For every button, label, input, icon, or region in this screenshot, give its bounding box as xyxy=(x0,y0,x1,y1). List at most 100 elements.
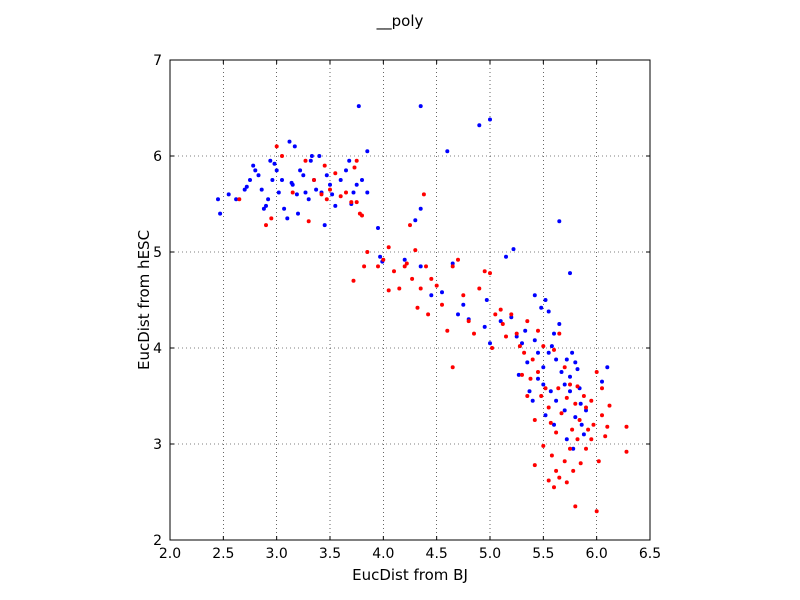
data-point xyxy=(523,328,528,333)
data-point xyxy=(514,334,519,339)
data-point xyxy=(562,382,567,387)
data-point xyxy=(559,411,564,416)
data-point xyxy=(493,312,498,317)
data-point xyxy=(605,424,610,429)
data-point xyxy=(571,468,576,473)
data-point xyxy=(402,257,407,262)
data-point xyxy=(413,218,418,223)
data-point xyxy=(410,276,415,281)
data-point xyxy=(344,168,348,173)
data-point xyxy=(605,365,610,370)
point-series-1 xyxy=(237,144,629,514)
x-tick-label: 5.5 xyxy=(532,546,554,562)
data-point xyxy=(557,219,562,224)
data-point xyxy=(527,389,532,394)
data-point xyxy=(242,187,247,192)
data-point xyxy=(440,290,444,295)
data-point xyxy=(268,158,273,163)
data-point xyxy=(282,206,287,211)
data-point xyxy=(584,446,588,451)
data-point xyxy=(324,197,329,202)
data-point xyxy=(536,370,540,374)
data-point xyxy=(322,163,327,168)
data-point xyxy=(562,365,567,370)
data-point xyxy=(584,405,588,410)
data-point xyxy=(541,382,546,387)
data-point xyxy=(509,315,514,320)
data-point xyxy=(461,302,466,307)
grid-lines xyxy=(170,60,650,540)
data-point xyxy=(543,298,548,302)
data-point xyxy=(306,219,311,224)
data-point xyxy=(285,216,290,221)
x-tick-label: 6.0 xyxy=(586,546,608,562)
data-point xyxy=(504,334,508,339)
data-points xyxy=(216,104,629,514)
x-tick-label: 3.0 xyxy=(266,546,288,562)
data-point xyxy=(244,184,249,189)
data-point xyxy=(543,386,548,391)
data-point xyxy=(276,190,281,195)
data-point xyxy=(264,203,268,208)
data-point xyxy=(362,264,367,269)
data-point xyxy=(541,344,546,349)
data-point xyxy=(520,372,524,377)
data-point xyxy=(573,415,578,420)
data-point xyxy=(248,178,252,182)
data-point xyxy=(287,139,292,144)
data-point xyxy=(607,403,612,408)
data-point xyxy=(564,437,569,442)
data-point xyxy=(477,123,482,128)
data-point xyxy=(552,485,556,490)
data-point xyxy=(556,386,561,391)
data-point xyxy=(525,394,530,398)
data-point xyxy=(557,322,562,326)
data-point xyxy=(517,344,522,349)
data-point xyxy=(624,449,629,454)
x-tick-label: 5.0 xyxy=(479,546,501,562)
data-point xyxy=(270,178,275,182)
data-point xyxy=(280,154,284,158)
data-point xyxy=(344,190,348,195)
data-point xyxy=(600,413,604,418)
data-point xyxy=(445,149,450,154)
data-point xyxy=(472,331,476,336)
data-point xyxy=(568,389,572,394)
data-point xyxy=(562,459,567,464)
data-point xyxy=(573,504,578,509)
data-point xyxy=(312,178,316,182)
data-point xyxy=(402,264,407,269)
data-point xyxy=(490,346,495,350)
data-point xyxy=(360,213,364,218)
data-point xyxy=(568,446,572,451)
data-point xyxy=(539,305,544,310)
data-point xyxy=(554,468,559,473)
data-point xyxy=(546,350,551,355)
data-point xyxy=(259,187,264,192)
data-point xyxy=(456,257,460,262)
data-point xyxy=(600,379,604,384)
data-point xyxy=(354,200,359,205)
data-point xyxy=(421,192,426,197)
data-point xyxy=(536,350,540,355)
data-point xyxy=(266,197,271,202)
data-point xyxy=(234,197,239,202)
data-point xyxy=(308,158,313,163)
data-point xyxy=(528,376,533,381)
x-tick-label: 2.0 xyxy=(159,546,181,562)
data-point xyxy=(532,418,537,422)
data-point xyxy=(530,398,535,403)
data-point xyxy=(408,223,412,228)
data-point xyxy=(378,254,383,259)
data-point xyxy=(589,437,594,442)
data-point xyxy=(292,144,297,149)
plot-frame xyxy=(169,59,651,541)
data-point xyxy=(539,394,544,398)
data-point xyxy=(594,509,599,514)
data-point xyxy=(525,319,530,324)
data-point xyxy=(577,418,582,422)
y-tick-label: 6 xyxy=(153,149,162,165)
data-point xyxy=(514,331,519,336)
data-point xyxy=(264,223,268,228)
